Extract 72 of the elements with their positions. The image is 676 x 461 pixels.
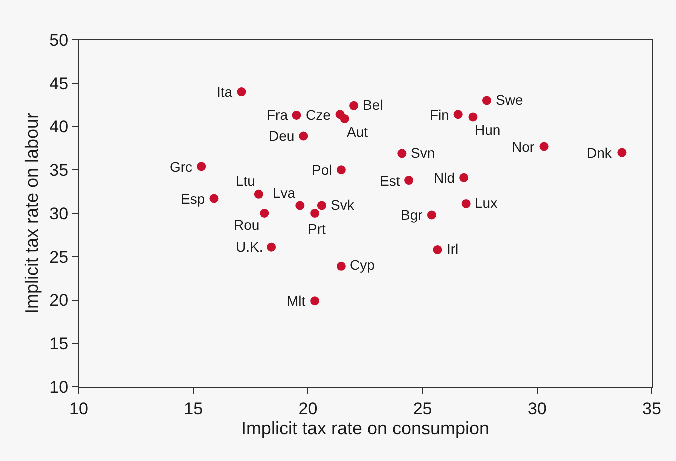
annotation: Lux [475, 195, 498, 211]
point [317, 201, 326, 210]
point [310, 296, 320, 306]
point [197, 162, 206, 172]
annotation: Irl [447, 241, 459, 257]
annotation: U.K. [236, 239, 264, 255]
annotation: Nor [512, 139, 535, 155]
point [482, 96, 492, 106]
point [210, 194, 219, 204]
point [468, 112, 478, 122]
x-tick-label: 20 [298, 399, 318, 418]
x-tick-label: 35 [642, 399, 662, 418]
point [427, 210, 436, 220]
point [336, 166, 346, 175]
annotation: Ita [217, 84, 233, 100]
annotation: Aut [347, 124, 368, 140]
y-tick-label: 50 [50, 30, 69, 50]
y-axis-title: Implicit tax rate on labour [22, 112, 42, 314]
annotation: Cyp [350, 257, 376, 273]
point [292, 110, 302, 120]
point [454, 110, 463, 120]
annotation: Svk [331, 197, 356, 213]
y-tick-label: 20 [50, 291, 69, 310]
y-tick-label: 15 [50, 334, 69, 354]
y-tick-label: 35 [50, 161, 69, 180]
annotation: Rou [234, 217, 260, 233]
point [540, 142, 549, 152]
y-tick-label: 45 [50, 74, 69, 94]
x-tick-label: 30 [528, 399, 547, 418]
point [460, 173, 469, 182]
point [340, 114, 350, 124]
point [404, 176, 414, 186]
annotation: Lva [273, 185, 296, 201]
annotation: Cze [306, 107, 332, 123]
point [310, 209, 320, 218]
point [350, 101, 359, 110]
point [267, 242, 276, 252]
point [254, 190, 264, 199]
point [260, 209, 270, 218]
annotation: Swe [496, 92, 524, 108]
point [299, 132, 308, 141]
annotation: Svn [411, 145, 436, 161]
annotation: Grc [170, 159, 193, 175]
x-tick-label: 15 [184, 399, 204, 418]
x-axis-title: Implicit tax rate on consumpion [241, 418, 490, 438]
annotation: Bel [363, 97, 384, 113]
annotation: Nld [434, 170, 456, 186]
point [618, 148, 627, 158]
annotation: Fra [267, 107, 288, 123]
annotation: Prt [308, 221, 326, 237]
annotation: Hun [475, 122, 501, 138]
annotation: Pol [312, 162, 332, 178]
y-tick-label: 30 [50, 204, 69, 224]
y-tick-label: 40 [50, 118, 69, 137]
x-tick-label: 25 [413, 399, 432, 418]
point [237, 88, 246, 97]
annotation: Fin [430, 107, 450, 123]
annotation: Bgr [401, 207, 424, 223]
annotation: Dnk [587, 145, 613, 161]
point [336, 262, 346, 271]
annotation: Mlt [287, 293, 306, 309]
annotation: Ltu [236, 173, 256, 189]
y-tick-label: 25 [50, 248, 69, 267]
point [433, 245, 442, 254]
x-tick-label: 10 [70, 399, 88, 418]
annotation: Deu [269, 128, 295, 144]
point [398, 149, 407, 158]
point [296, 201, 305, 210]
y-tick-label: 10 [50, 378, 69, 397]
annotation: Esp [181, 191, 206, 207]
annotation: Est [380, 173, 400, 189]
point [462, 199, 471, 208]
